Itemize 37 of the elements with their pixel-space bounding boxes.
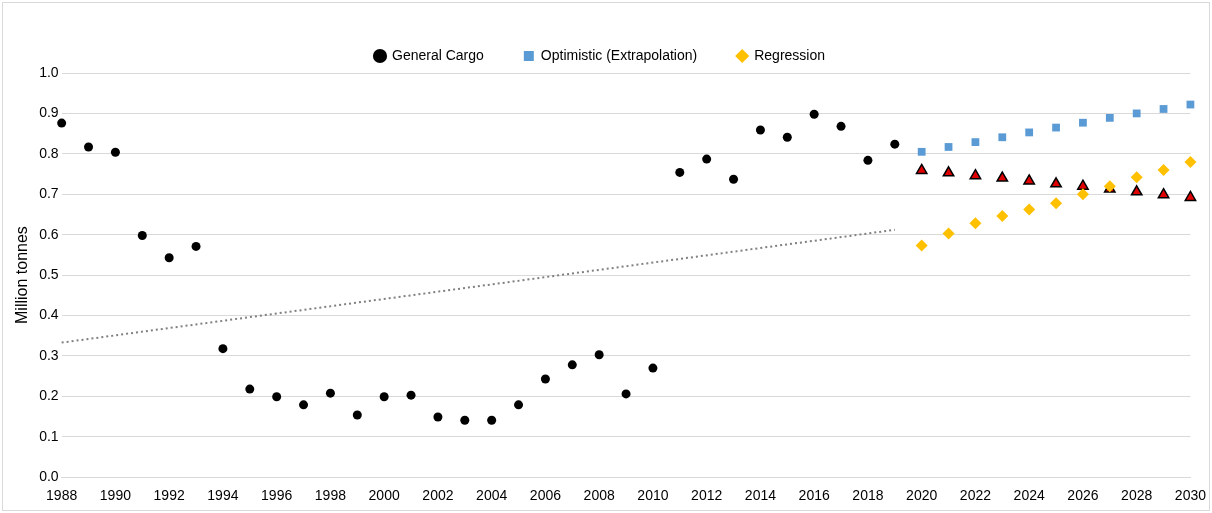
x-tick-label: 2030 — [1174, 487, 1207, 504]
x-tick-label: 1990 — [99, 487, 132, 504]
y-tick-label: 0.8 — [39, 144, 59, 161]
y-tick-label: 0.2 — [39, 387, 59, 404]
y-axis-title: Million tonnes — [13, 226, 31, 325]
x-tick-label: 2002 — [422, 487, 454, 504]
y-tick-label: 0.0 — [39, 468, 59, 485]
x-tick-label: 2006 — [529, 487, 562, 504]
x-tick-label: 2004 — [476, 487, 508, 504]
y-tick-label: 0.7 — [39, 185, 59, 202]
x-tick-label: 2022 — [959, 487, 992, 504]
y-tick-label: 0.6 — [39, 225, 59, 242]
y-tick-label: 0.5 — [39, 265, 59, 282]
x-tick-label: 1988 — [46, 487, 78, 504]
x-tick-label: 2024 — [1013, 487, 1045, 504]
x-tick-label: 2026 — [1067, 487, 1099, 504]
x-tick-label: 1992 — [153, 487, 185, 504]
x-tick-label: 1996 — [261, 487, 293, 504]
x-tick-label: 1994 — [207, 487, 239, 504]
legend-label: Optimistic (Extrapolation) — [540, 46, 698, 63]
legend-label: Regression — [754, 46, 826, 63]
x-tick-label: 2014 — [744, 487, 777, 504]
x-tick-label: 2018 — [852, 487, 884, 504]
y-tick-label: 0.9 — [39, 104, 59, 121]
x-tick-label: 2016 — [798, 487, 830, 504]
x-tick-label: 2028 — [1121, 487, 1153, 504]
y-tick-label: 1.0 — [39, 63, 59, 80]
x-tick-label: 1998 — [314, 487, 347, 504]
y-tick-label: 0.1 — [39, 427, 59, 444]
y-tick-label: 0.3 — [39, 346, 59, 363]
x-tick-label: 2020 — [906, 487, 938, 504]
x-tick-label: 2008 — [583, 487, 615, 504]
x-tick-label: 2012 — [691, 487, 723, 504]
y-tick-label: 0.4 — [39, 306, 59, 323]
x-tick-label: 2000 — [368, 487, 400, 504]
x-tick-label: 2010 — [637, 487, 669, 504]
legend-label: General Cargo — [391, 46, 485, 63]
